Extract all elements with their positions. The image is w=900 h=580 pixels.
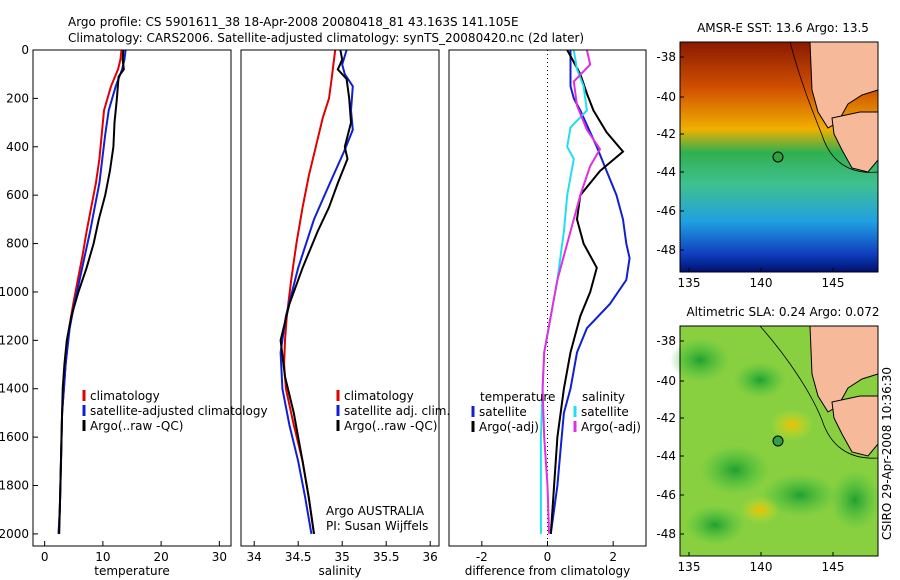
x-axis-label: salinity — [318, 564, 361, 578]
map-x-tick-label: 135 — [678, 276, 701, 290]
map-y-tick-label: -42 — [656, 411, 676, 425]
sla-map-warm-anomaly — [770, 409, 814, 441]
x-axis-label: difference from climatology — [465, 564, 631, 578]
series-line-sal_argo — [541, 49, 602, 534]
y-tick-label: 600 — [6, 188, 29, 202]
chart-title-line2: Climatology: CARS2006. Satellite-adjuste… — [68, 31, 584, 45]
legend-entry: climatology — [90, 389, 160, 403]
sla-map-anomaly — [830, 470, 880, 530]
sst-map-contour — [789, 41, 879, 173]
sla-map-anomaly — [762, 473, 838, 517]
map-x-tick-label: 135 — [678, 560, 701, 574]
map-y-tick-label: -48 — [656, 527, 676, 541]
sla-map: Altimetric SLA: 0.24 Argo: 0.072 -38-40-… — [656, 305, 880, 574]
map-x-tick-label: 140 — [750, 276, 773, 290]
sla-map-contour — [759, 325, 879, 459]
map-y-tick-label: -48 — [656, 243, 676, 257]
x-tick-label: 10 — [95, 550, 110, 564]
x-tick-label: 36 — [423, 550, 438, 564]
series-line-sal_sat — [539, 49, 588, 534]
x-tick-label: 20 — [153, 550, 168, 564]
x-tick-label: 34 — [247, 550, 262, 564]
map-y-tick-label: -42 — [656, 127, 676, 141]
legend-heading: salinity — [582, 390, 625, 404]
map-x-tick-label: 145 — [822, 560, 845, 574]
y-tick-label: 200 — [6, 91, 29, 105]
x-tick-label: -2 — [476, 550, 488, 564]
series-line-argo — [58, 49, 125, 534]
series-line-temp_argo — [549, 49, 625, 534]
y-tick-label: 1000 — [0, 285, 29, 299]
profile-panel: 34 34.5 35 35.5 36 salinity climatologysatelli… — [240, 49, 450, 578]
sst-map-title: AMSR-E SST: 13.6 Argo: 13.5 — [697, 21, 869, 35]
series-line-climatology — [283, 49, 337, 535]
y-tick-label: 1200 — [0, 333, 29, 347]
panel-frame — [240, 49, 440, 547]
y-tick-label: 2000 — [0, 527, 29, 541]
map-x-tick-label: 145 — [822, 276, 845, 290]
map-y-tick-label: -46 — [656, 488, 676, 502]
sla-map-axis: -38 -40 -42 -44 -46 -48 135 140 145 — [656, 334, 844, 574]
legend-entry: satellite adj. clim. — [344, 404, 450, 418]
sla-map-tasmania — [831, 395, 879, 457]
sst-map: AMSR-E SST: 13.6 Argo: 13.5 -38 -40 -42 -44… — [656, 21, 879, 290]
sla-map-anomaly — [685, 505, 745, 545]
legend-entry: Argo(..raw -QC) — [344, 419, 437, 433]
series-line-satellite — [57, 49, 127, 534]
x-tick-label: 35 — [335, 550, 350, 564]
sla-map-anomaly — [670, 338, 730, 382]
x-tick-label: 34.5 — [285, 550, 312, 564]
sla-map-anomaly — [700, 445, 770, 495]
legend-entry: satellite — [581, 405, 629, 419]
x-tick-label: 35.5 — [373, 550, 400, 564]
map-y-tick-label: -40 — [656, 374, 676, 388]
panel-frame — [32, 49, 232, 547]
legend-entry: satellite — [479, 405, 527, 419]
series-line-satellite — [279, 49, 354, 535]
sst-map-argo-marker — [772, 151, 784, 163]
y-tick-label: 800 — [6, 237, 29, 251]
x-axis-label: temperature — [94, 564, 169, 578]
legend-entry: Argo(-adj) — [581, 420, 641, 434]
sst-map-axis: -38 -40 -42 -44 -46 -48 135 140 145 — [656, 50, 844, 290]
legend-heading: temperature — [480, 390, 555, 404]
sla-map-argo-marker — [772, 435, 784, 447]
legend-entry: satellite-adjusted climatology — [90, 404, 268, 418]
series-line-argo — [279, 49, 353, 535]
series-line-climatology — [57, 49, 123, 534]
profile-panel: 0 10 20 30 temperature 0 200 400 600 800 1000 1200 1… — [0, 43, 268, 578]
sla-map-warm-anomaly — [740, 496, 780, 524]
chart-title-line1: Argo profile: CS 5901611_38 18-Apr-2008 … — [68, 15, 519, 29]
y-tick-label: 1600 — [0, 430, 29, 444]
sla-map-title: Altimetric SLA: 0.24 Argo: 0.072 — [686, 305, 879, 319]
credit-annotation: PI: Susan Wijffels — [326, 519, 428, 533]
x-tick-label: 0 — [41, 550, 49, 564]
profile-panels: 0 10 20 30temperature0200400600800100012001… — [0, 43, 647, 578]
y-tick-label: 400 — [6, 140, 29, 154]
map-y-tick-label: -40 — [656, 90, 676, 104]
sla-map-frame — [679, 325, 879, 557]
credit-stamp: CSIRO 29-Apr-2008 10:36:30 — [880, 367, 894, 540]
y-tick-label: 0 — [21, 43, 29, 57]
sla-map-anomaly — [734, 362, 786, 398]
x-tick-label: 30 — [212, 550, 227, 564]
map-y-tick-label: -38 — [656, 50, 676, 64]
map-y-tick-label: -44 — [656, 165, 676, 179]
map-y-tick-label: -44 — [656, 449, 676, 463]
x-tick-label: 2 — [609, 550, 617, 564]
map-y-tick-label: -46 — [656, 204, 676, 218]
y-tick-label: 1800 — [0, 479, 29, 493]
map-x-tick-label: 140 — [750, 560, 773, 574]
y-tick-label: 1400 — [0, 382, 29, 396]
credit-annotation: Argo AUSTRALIA — [326, 504, 425, 518]
legend-entry: Argo(..raw -QC) — [90, 419, 183, 433]
legend-entry: climatology — [344, 389, 414, 403]
x-tick-label: 0 — [544, 550, 552, 564]
map-y-tick-label: -38 — [656, 334, 676, 348]
sst-map-frame — [679, 41, 879, 273]
legend-entry: Argo(-adj) — [479, 420, 539, 434]
